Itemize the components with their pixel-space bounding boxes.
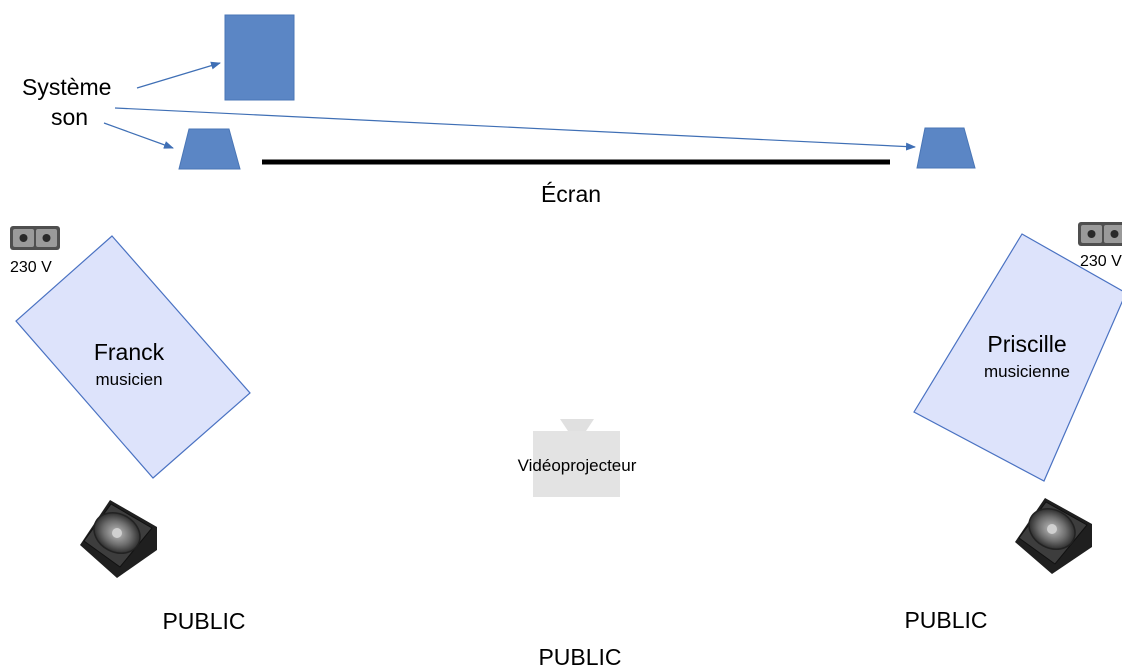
right-musician-zone bbox=[913, 233, 1122, 482]
right-power-outlet-icon bbox=[1078, 222, 1122, 246]
projector-label: Vidéoprojecteur bbox=[518, 456, 637, 475]
public-bottom-label: PUBLIC bbox=[538, 644, 621, 669]
left-musician-zone bbox=[15, 235, 251, 479]
sound-system-label-line2: son bbox=[51, 104, 88, 130]
left-musician-name: Franck bbox=[94, 339, 165, 365]
arrow-to-right-speaker bbox=[114, 107, 916, 151]
public-right-label: PUBLIC bbox=[904, 607, 987, 633]
arrow-to-left-speaker bbox=[103, 122, 174, 149]
right-musician-role: musicienne bbox=[984, 362, 1070, 381]
left-monitor-speaker-icon bbox=[80, 500, 157, 578]
video-projector bbox=[533, 419, 620, 497]
right-musician-name: Priscille bbox=[987, 331, 1066, 357]
right-outlet-label: 230 V bbox=[1080, 253, 1122, 270]
sound-system-label-line1: Système bbox=[22, 74, 111, 100]
right-speaker-trapezoid bbox=[916, 127, 976, 169]
sound-system-rack bbox=[224, 14, 295, 101]
left-speaker-trapezoid bbox=[178, 128, 241, 170]
public-left-label: PUBLIC bbox=[162, 608, 245, 634]
left-musician-role: musicien bbox=[95, 370, 162, 389]
arrow-to-rack bbox=[136, 61, 221, 89]
screen-label: Écran bbox=[541, 181, 601, 207]
left-outlet-label: 230 V bbox=[10, 259, 52, 276]
left-power-outlet-icon bbox=[10, 226, 60, 250]
right-monitor-speaker-icon bbox=[1015, 498, 1092, 574]
